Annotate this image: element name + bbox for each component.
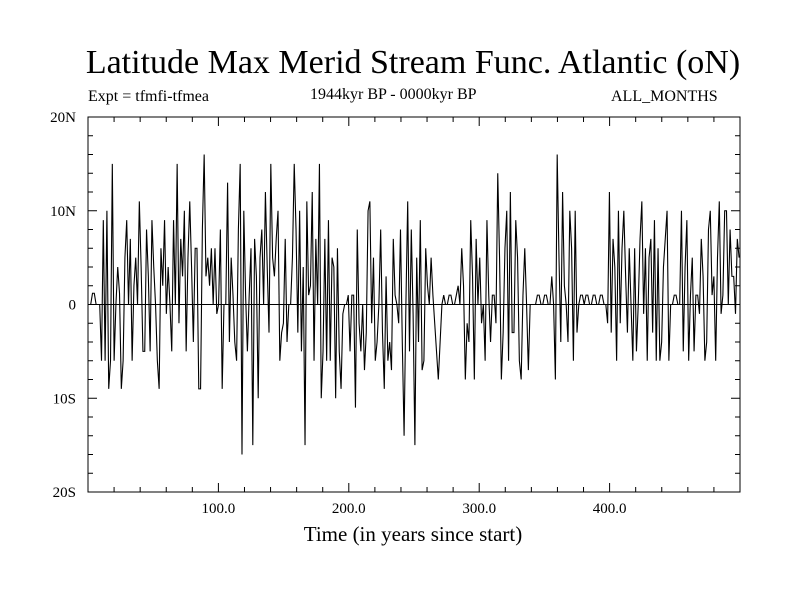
y-tick-label: 10N	[50, 204, 76, 220]
y-tick-label: 0	[69, 298, 77, 314]
x-tick-label: 300.0	[462, 501, 496, 517]
y-tick-label: 10S	[53, 391, 76, 407]
axis-ticks	[88, 116, 740, 493]
axis-tick-labels: 100.0 200.0 300.0 400.0 20S 10S 0 10N 20N	[50, 110, 626, 517]
experiment-label: Expt = tfmfi-tfmea	[88, 88, 209, 105]
time-range-label: 1944kyr BP - 0000kyr BP	[310, 86, 477, 103]
y-tick-label: 20N	[50, 110, 76, 126]
months-label: ALL_MONTHS	[611, 88, 718, 105]
x-tick-label: 200.0	[332, 501, 366, 517]
x-axis-label: Time (in years since start)	[303, 522, 523, 546]
x-tick-label: 400.0	[593, 501, 627, 517]
series-group	[88, 154, 740, 455]
y-tick-label: 20S	[53, 485, 76, 501]
series-line-0	[88, 154, 740, 455]
x-tick-label: 100.0	[202, 501, 236, 517]
chart-title: Latitude Max Merid Stream Func. Atlantic…	[85, 44, 741, 81]
